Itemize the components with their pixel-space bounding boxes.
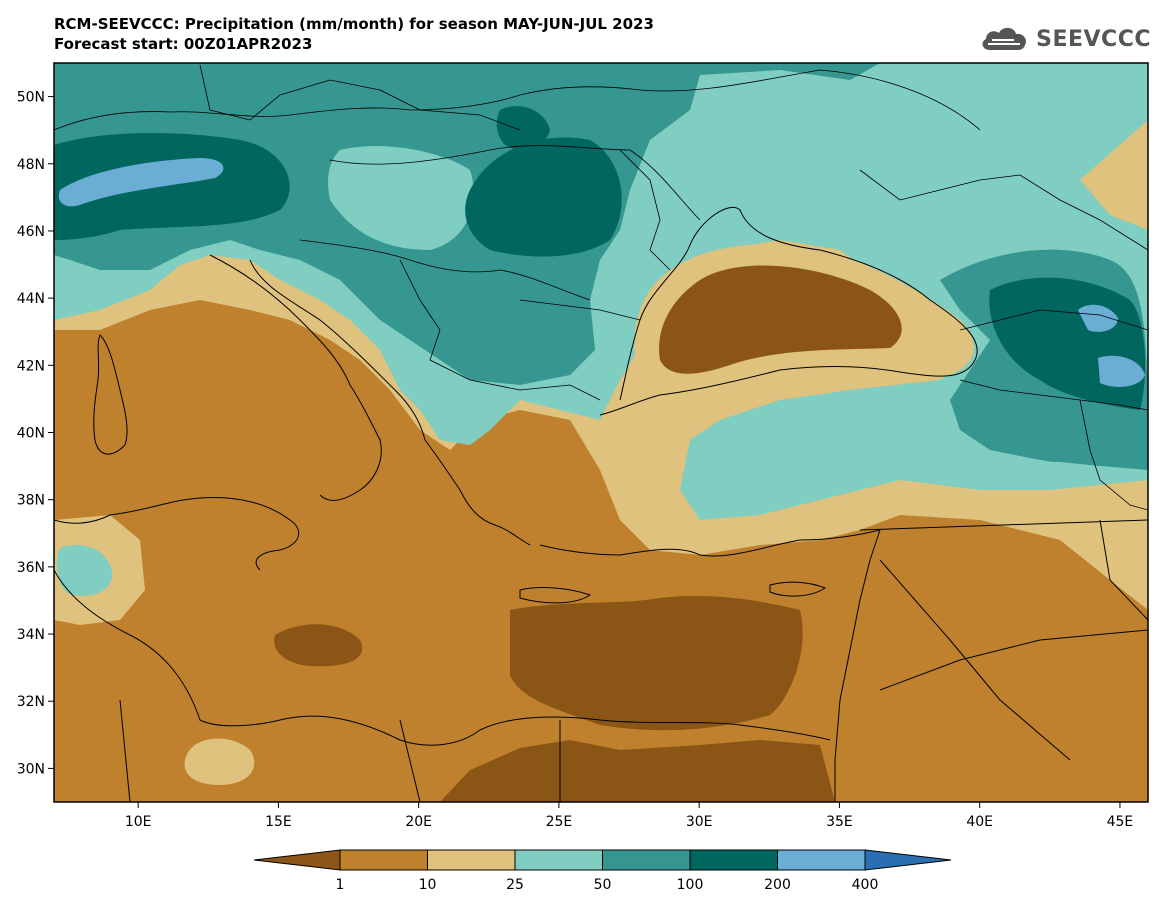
- colorbar-segment: [340, 850, 428, 870]
- lat-tick-label: 42N: [17, 358, 45, 374]
- colorbar-tick-label: 100: [677, 877, 704, 893]
- colorbar-tick-label: 1: [336, 877, 345, 893]
- lat-tick-label: 40N: [17, 426, 45, 442]
- colorbar-segment: [690, 850, 778, 870]
- lat-tick-label: 30N: [17, 761, 45, 777]
- colorbar-segment: [515, 850, 603, 870]
- colorbar-tick-label: 25: [506, 877, 524, 893]
- lon-tick-label: 10E: [125, 814, 152, 830]
- longitude-axis: 10E 15E 20E 25E 30E 35E 40E 45E: [125, 802, 1133, 830]
- lon-tick-label: 25E: [546, 814, 573, 830]
- lat-tick-label: 46N: [17, 224, 45, 240]
- lat-tick-label: 34N: [17, 627, 45, 643]
- colorbar-low-arrow: [254, 850, 340, 870]
- colorbar-tick-label: 400: [852, 877, 879, 893]
- colorbar-tick-label: 10: [419, 877, 437, 893]
- colorbar-tick-label: 50: [594, 877, 612, 893]
- lat-tick-label: 50N: [17, 90, 45, 106]
- lat-tick-label: 32N: [17, 694, 45, 710]
- lat-tick-label: 36N: [17, 560, 45, 576]
- lon-tick-label: 35E: [826, 814, 853, 830]
- lat-tick-label: 48N: [17, 157, 45, 173]
- lon-tick-label: 15E: [265, 814, 292, 830]
- precipitation-field: [54, 63, 1148, 802]
- colorbar-tick-label: 200: [764, 877, 791, 893]
- lon-tick-label: 40E: [966, 814, 993, 830]
- lon-tick-label: 30E: [686, 814, 713, 830]
- lat-tick-label: 44N: [17, 291, 45, 307]
- lat-tick-label: 38N: [17, 493, 45, 509]
- colorbar-high-arrow: [865, 850, 951, 870]
- colorbar-segment: [428, 850, 516, 870]
- latitude-axis: 50N 48N 46N 44N 42N 40N 38N 36N 34N 32N 30N: [17, 90, 54, 778]
- lon-tick-label: 45E: [1107, 814, 1134, 830]
- colorbar-segment: [603, 850, 691, 870]
- lon-tick-label: 20E: [405, 814, 432, 830]
- colorbar-segment: [778, 850, 866, 870]
- color-legend: 1 10 25 50 100 200 400: [254, 850, 951, 893]
